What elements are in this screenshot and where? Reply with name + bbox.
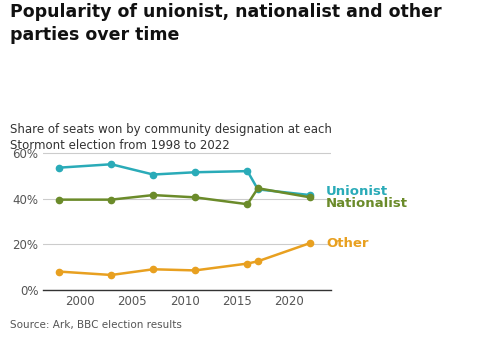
Text: Share of seats won by community designation at each
Stormont election from 1998 : Share of seats won by community designat…	[10, 123, 332, 152]
Text: Nationalist: Nationalist	[326, 196, 408, 210]
Text: Other: Other	[326, 237, 369, 249]
Text: B: B	[376, 316, 384, 326]
Text: C: C	[444, 316, 451, 326]
Text: B: B	[410, 316, 418, 326]
Text: Source: Ark, BBC election results: Source: Ark, BBC election results	[10, 320, 181, 330]
Text: Unionist: Unionist	[326, 185, 388, 198]
Text: Popularity of unionist, nationalist and other
parties over time: Popularity of unionist, nationalist and …	[10, 3, 441, 43]
